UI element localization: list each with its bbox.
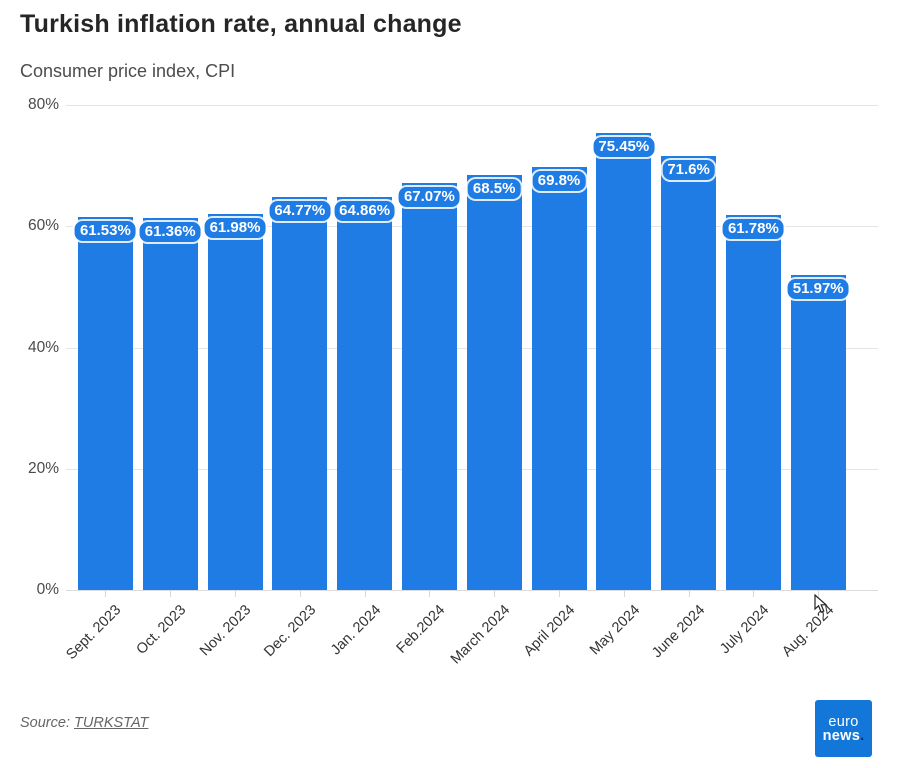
x-axis-tick — [170, 590, 172, 597]
x-axis-tick — [688, 590, 690, 597]
x-axis-label: March 2024 — [448, 602, 514, 668]
bar-value-label: 61.36% — [139, 222, 201, 242]
y-axis-tick-label: 20% — [27, 459, 59, 477]
bar-value-label: 61.98% — [204, 218, 266, 239]
x-axis-label: Jan. 2024 — [327, 602, 384, 659]
bar-value-label: 68.5% — [467, 178, 521, 199]
y-axis-tick-label: 80% — [27, 96, 59, 113]
x-axis-label: Sept. 2023 — [63, 602, 125, 663]
x-axis-label: May 2024 — [586, 602, 644, 659]
bar[interactable]: 75.45% — [593, 132, 655, 590]
bar[interactable]: 64.86% — [334, 196, 396, 590]
x-axis-tick — [429, 590, 431, 597]
x-axis-label: Feb.2024 — [394, 602, 449, 657]
bar-value-label: 75.45% — [593, 136, 655, 157]
logo-line1: euro — [828, 713, 859, 730]
bar[interactable]: 71.6% — [661, 155, 717, 590]
x-axis-tick — [494, 590, 496, 597]
x-axis-label: April 2024 — [520, 602, 579, 660]
bar-value-label: 61.53% — [74, 220, 136, 241]
x-axis-label: Nov. 2023 — [197, 602, 255, 660]
x-axis-label: Dec. 2023 — [261, 602, 320, 661]
x-axis-tick — [559, 590, 560, 597]
x-axis-label: July 2024 — [717, 602, 773, 658]
x-axis-tick — [818, 590, 820, 597]
bar[interactable]: 61.36% — [139, 218, 201, 590]
page-title: Turkish inflation rate, annual change — [20, 10, 462, 38]
euronews-logo: euro news. — [815, 700, 872, 757]
x-axis-tick — [299, 590, 301, 597]
bar[interactable]: 68.5% — [466, 174, 522, 590]
x-axis-tick — [623, 590, 625, 597]
y-axis-tick-label: 40% — [27, 338, 59, 356]
source-note: Source: TURKSTAT — [20, 715, 148, 731]
source-link[interactable]: TURKSTAT — [74, 715, 149, 731]
x-axis-label: June 2024 — [648, 602, 708, 662]
bar[interactable]: 67.07% — [398, 183, 460, 590]
logo-dot: . — [860, 727, 865, 744]
gridline-y — [66, 590, 878, 591]
bar[interactable]: 51.97% — [787, 274, 849, 590]
bar-value-label: 69.8% — [532, 170, 586, 191]
y-axis-tick-label: 60% — [27, 217, 59, 235]
bar-value-label: 71.6% — [662, 159, 715, 180]
chart-subtitle: Consumer price index, CPI — [20, 61, 236, 81]
bar[interactable]: 69.8% — [531, 166, 587, 590]
bar-value-label: 64.77% — [269, 201, 331, 222]
bar[interactable]: 61.53% — [74, 216, 136, 590]
logo-line2: news. — [822, 727, 865, 744]
bar-value-label: 51.97% — [787, 278, 849, 299]
x-axis-tick — [364, 590, 366, 597]
y-axis-tick-label: 0% — [36, 581, 59, 598]
x-axis-tick — [105, 590, 107, 597]
bar-value-label: 64.86% — [334, 200, 396, 221]
x-axis-tick — [753, 590, 755, 597]
gridline-y — [66, 105, 878, 106]
bar[interactable]: 61.98% — [204, 214, 266, 590]
x-axis-label: Oct. 2023 — [133, 602, 190, 658]
bar[interactable]: 64.77% — [269, 197, 331, 590]
bar-value-label: 61.78% — [722, 219, 784, 240]
x-axis-tick — [235, 590, 236, 597]
bar[interactable]: 61.78% — [722, 215, 784, 590]
source-prefix: Source: — [20, 715, 70, 731]
bar-value-label: 67.07% — [398, 187, 460, 208]
